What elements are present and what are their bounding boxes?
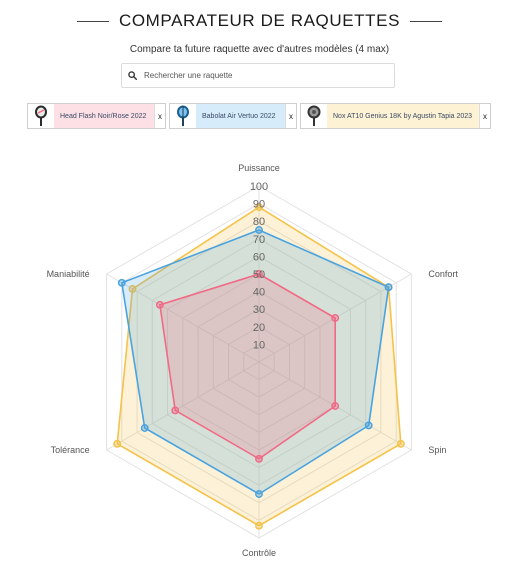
- tick-label: 40: [253, 287, 265, 299]
- data-point: [117, 278, 126, 287]
- racket-icon: [177, 105, 189, 126]
- search-icon: [128, 71, 137, 80]
- racket-icon: [35, 105, 47, 126]
- data-point: [140, 424, 149, 432]
- remove-racket-button[interactable]: x: [479, 104, 490, 128]
- racket-thumbnail: [28, 104, 54, 128]
- series-area: [159, 273, 337, 460]
- tick-label: 100: [250, 181, 268, 193]
- selected-racket-chip: Babolat Air Vertuo 2022 x: [169, 103, 297, 129]
- axis-label: Puissance: [238, 163, 280, 173]
- data-point: [128, 285, 137, 293]
- data-point: [255, 226, 263, 234]
- search-input[interactable]: [142, 70, 386, 81]
- data-point: [331, 402, 340, 410]
- data-point: [113, 439, 122, 448]
- racket-icon: [307, 105, 321, 126]
- tick-label: 60: [253, 251, 265, 263]
- axis-label: Spin: [428, 445, 446, 455]
- tick-label: 10: [253, 339, 265, 351]
- search-box[interactable]: [121, 63, 395, 88]
- selected-racket-chip: Head Flash Noir/Rose 2022 x: [27, 103, 166, 129]
- remove-racket-button[interactable]: x: [154, 104, 165, 128]
- data-point: [255, 270, 263, 278]
- data-point: [255, 490, 263, 498]
- racket-name: Nox AT10 Genius 18K by Agustin Tapia 202…: [327, 104, 479, 128]
- axis-label: Tolérance: [51, 445, 90, 455]
- racket-thumbnail: [301, 104, 327, 128]
- data-point: [364, 421, 373, 430]
- page-title: COMPARATEUR DE RAQUETTES: [118, 11, 401, 30]
- data-point: [255, 454, 263, 463]
- tick-label: 70: [253, 234, 265, 246]
- remove-racket-button[interactable]: x: [285, 104, 296, 128]
- tick-label: 80: [253, 216, 265, 228]
- tick-label: 50: [253, 269, 265, 281]
- data-point: [255, 203, 263, 212]
- axis-label: Confort: [428, 269, 458, 279]
- radar-chart: 10 20 30 40 50 60 70 80 90 100 Puissance Confort Spi…: [47, 163, 459, 558]
- tick-label: 30: [253, 304, 265, 316]
- grid-spoke: [106, 361, 260, 451]
- racket-thumbnail: [170, 104, 196, 128]
- tick-label: 90: [253, 199, 265, 211]
- data-point: [396, 439, 405, 448]
- axis-label: Maniabilité: [47, 269, 90, 279]
- tick-label: 20: [253, 322, 265, 334]
- title-rule-left: [76, 20, 109, 22]
- data-point: [384, 283, 393, 292]
- page-subtitle: Compare ta future raquette avec d'autres…: [129, 44, 390, 55]
- title-rule-right: [410, 20, 443, 22]
- axis-label: Contrôle: [242, 548, 276, 558]
- data-point: [255, 521, 263, 530]
- selected-racket-chip: Nox AT10 Genius 18K by Agustin Tapia 202…: [300, 103, 491, 129]
- data-point: [171, 406, 180, 415]
- data-point: [331, 314, 340, 322]
- page-header: COMPARATEUR DE RAQUETTES: [0, 8, 519, 34]
- racket-name: Babolat Air Vertuo 2022: [196, 104, 285, 128]
- data-point: [155, 300, 164, 309]
- racket-name: Head Flash Noir/Rose 2022: [54, 104, 154, 128]
